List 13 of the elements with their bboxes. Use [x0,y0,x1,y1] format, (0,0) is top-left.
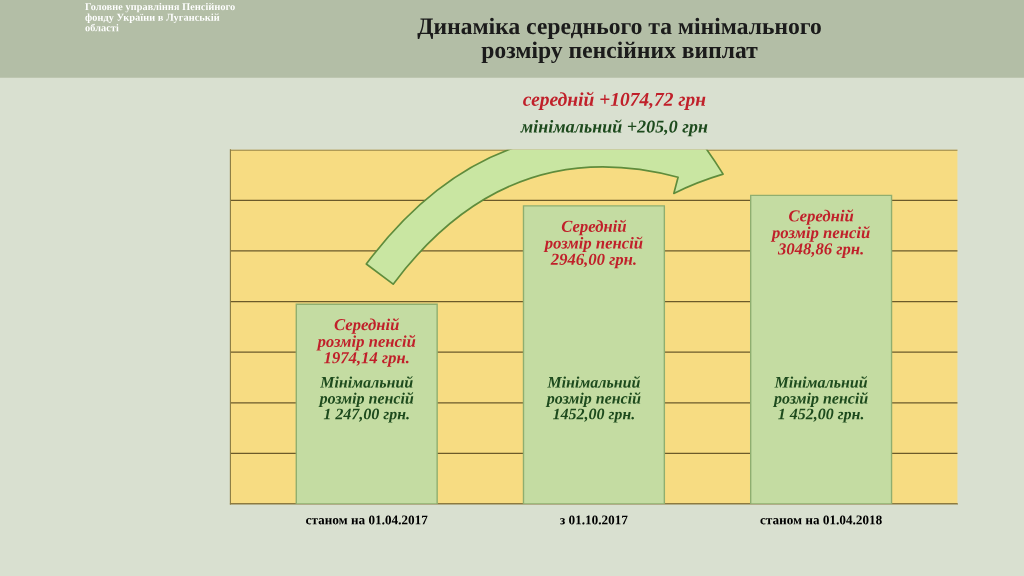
chart-title: Динаміка середнього та мінімального розміру пенсійних виплат [417,17,821,63]
x-tick-label: станом на 01.04.2018 [760,515,882,525]
text: мінімальний +205,0 грн [520,119,708,137]
annotation: Мінімальний розмір пенсій 1 247,00 грн. [318,376,414,423]
text: Головне управління Пенсійного фонду України в Луганській області [85,2,235,32]
data-label: Середній розмір пенсій 1974,14 грн. [316,318,416,367]
data-label: Середній розмір пенсій 3048,86 грн. [770,209,870,258]
text: середній +1074,72 грн [523,91,706,110]
annotation: Мінімальний розмір пенсій 1452,00 грн. [545,376,641,423]
x-tick-label: з 01.10.2017 [560,515,628,525]
x-tick-label: станом на 01.04.2017 [306,515,428,525]
data-label: Середній розмір пенсій 2946,00 грн. [543,219,643,269]
annotation: Мінімальний розмір пенсій 1 452,00 грн. [772,376,868,423]
